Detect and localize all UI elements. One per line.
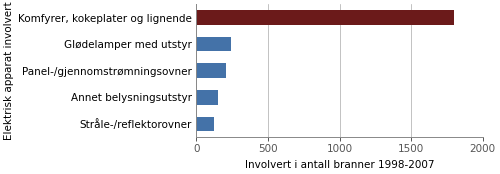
Bar — [196, 64, 226, 78]
X-axis label: Involvert i antall branner 1998-2007: Involvert i antall branner 1998-2007 — [245, 160, 434, 170]
Bar — [196, 37, 232, 52]
Bar — [196, 90, 218, 105]
Y-axis label: Elektrisk apparat involvert: Elektrisk apparat involvert — [4, 1, 14, 140]
Bar — [196, 117, 214, 131]
Bar — [196, 10, 454, 25]
